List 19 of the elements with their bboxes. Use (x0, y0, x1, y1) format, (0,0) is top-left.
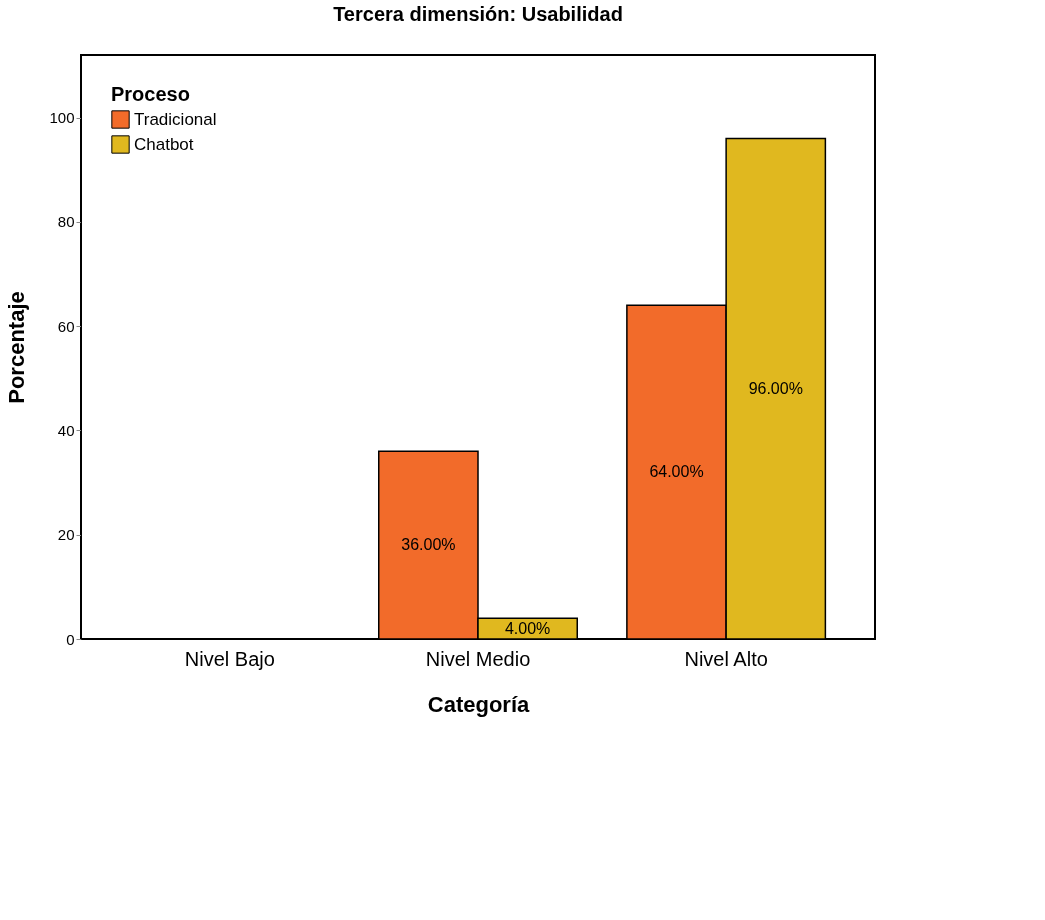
x-tick-label: Nivel Bajo (184, 647, 275, 670)
legend-title: Proceso (111, 83, 190, 105)
y-tick-label: 60 (57, 317, 75, 335)
data-label: 96.00% (748, 379, 803, 397)
x-tick-label: Nivel Alto (684, 647, 768, 670)
y-axis-title: Porcentaje (4, 291, 30, 404)
y-tick-label: 40 (57, 421, 75, 439)
chart-title: Tercera dimensión: Usabilidad (333, 3, 623, 25)
legend-label: Tradicional (134, 109, 217, 129)
y-tick-label: 0 (66, 630, 75, 648)
x-tick-label: Nivel Medio (425, 647, 531, 670)
data-label: 4.00% (504, 619, 551, 637)
y-tick-label: 80 (57, 213, 75, 231)
y-tick-label: 20 (57, 526, 75, 544)
data-label: 36.00% (401, 536, 456, 554)
y-tick-label: 100 (49, 109, 75, 127)
legend-label: Chatbot (134, 134, 194, 154)
x-axis-title: Categoría (427, 691, 530, 717)
data-label: 64.00% (649, 463, 704, 481)
